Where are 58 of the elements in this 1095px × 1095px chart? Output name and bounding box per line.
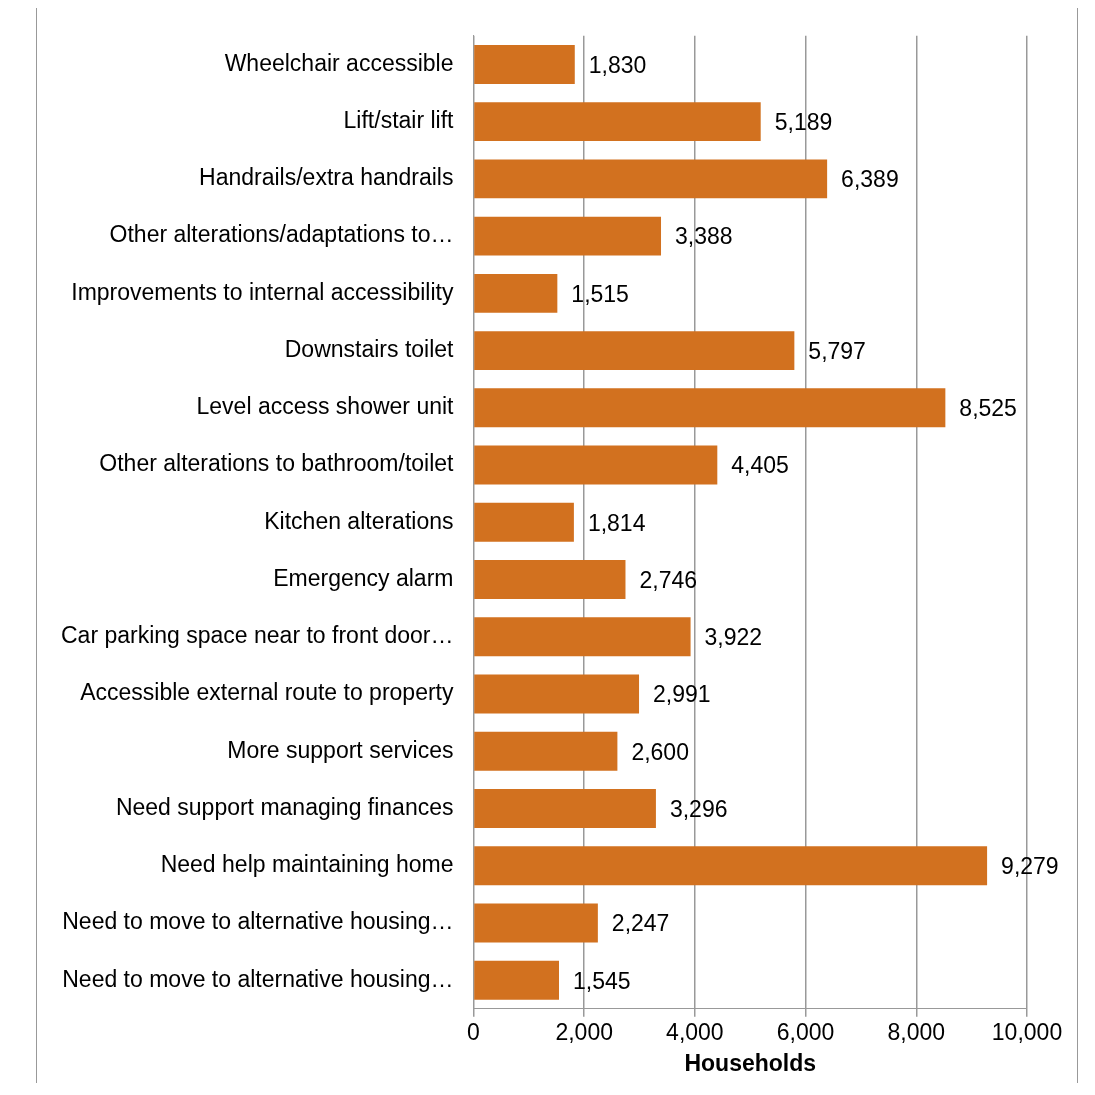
- data-label: 3,922: [704, 624, 763, 651]
- bar: [474, 617, 691, 657]
- data-label: 3,388: [675, 223, 733, 250]
- y-tick-label: Other alterations/adaptations to…: [109, 221, 454, 248]
- data-label: 5,189: [774, 109, 833, 135]
- bar: [474, 789, 656, 828]
- data-label: 5,797: [808, 337, 866, 364]
- bar: [474, 846, 988, 886]
- data-label: 9,279: [1001, 853, 1059, 880]
- y-tick-label: Accessible external route to property: [80, 679, 454, 706]
- y-tick-label: Wheelchair accessible: [224, 49, 454, 76]
- y-tick-label: Level access shower unit: [196, 393, 455, 420]
- data-label: 8,525: [959, 395, 1017, 422]
- y-tick-label: Lift/stair lift: [343, 107, 455, 133]
- data-label: 2,991: [653, 681, 711, 708]
- data-label: 2,746: [639, 566, 698, 593]
- data-label: 2,600: [631, 738, 689, 765]
- x-tick-label: 4,000: [666, 1018, 724, 1045]
- x-tick-label: 2,000: [555, 1018, 613, 1045]
- bar: [474, 273, 558, 313]
- y-tick-label: Need help maintaining home: [160, 851, 454, 878]
- bar: [474, 560, 626, 599]
- bar: [474, 445, 718, 485]
- bar: [474, 388, 946, 428]
- bar: [474, 502, 574, 542]
- data-label: 3,296: [669, 795, 728, 822]
- bar: [474, 159, 828, 199]
- y-tick-label: More support services: [227, 736, 454, 763]
- y-tick-label: Need to move to alternative housing…: [62, 965, 454, 992]
- data-label: 1,830: [588, 51, 647, 78]
- y-tick-label: Need support managing finances: [115, 793, 454, 820]
- x-tick-label: 10,000: [991, 1018, 1063, 1045]
- y-tick-label: Kitchen alterations: [264, 507, 454, 534]
- data-label: 1,515: [571, 280, 629, 307]
- y-tick-label: Emergency alarm: [273, 564, 454, 591]
- x-tick-label: 8,000: [887, 1018, 946, 1045]
- x-tick-label: 0: [467, 1018, 480, 1045]
- x-axis-title: Households: [684, 1049, 817, 1076]
- y-tick-label: Improvements to internal accessibility: [71, 278, 454, 305]
- bar: [474, 674, 640, 714]
- y-tick-label: Downstairs toilet: [284, 335, 455, 362]
- data-label: 4,405: [731, 452, 789, 479]
- bar: [474, 216, 662, 256]
- y-tick-label: Car parking space near to front door…: [61, 622, 454, 649]
- y-tick-label: Need to move to alternative housing…: [62, 908, 454, 935]
- bar: [474, 731, 618, 771]
- data-label: 6,389: [841, 166, 899, 193]
- y-tick-label: Other alterations to bathroom/toilet: [99, 450, 455, 477]
- data-label: 2,247: [611, 910, 670, 937]
- bar: [474, 44, 575, 84]
- data-label: 1,545: [573, 967, 631, 994]
- x-tick-label: 6,000: [776, 1018, 835, 1045]
- bar: [474, 331, 795, 371]
- bar: [474, 960, 559, 1000]
- bar: [474, 102, 761, 142]
- bar: [474, 903, 598, 943]
- y-tick-label: Handrails/extra handrails: [199, 164, 454, 191]
- data-label: 1,814: [587, 509, 646, 536]
